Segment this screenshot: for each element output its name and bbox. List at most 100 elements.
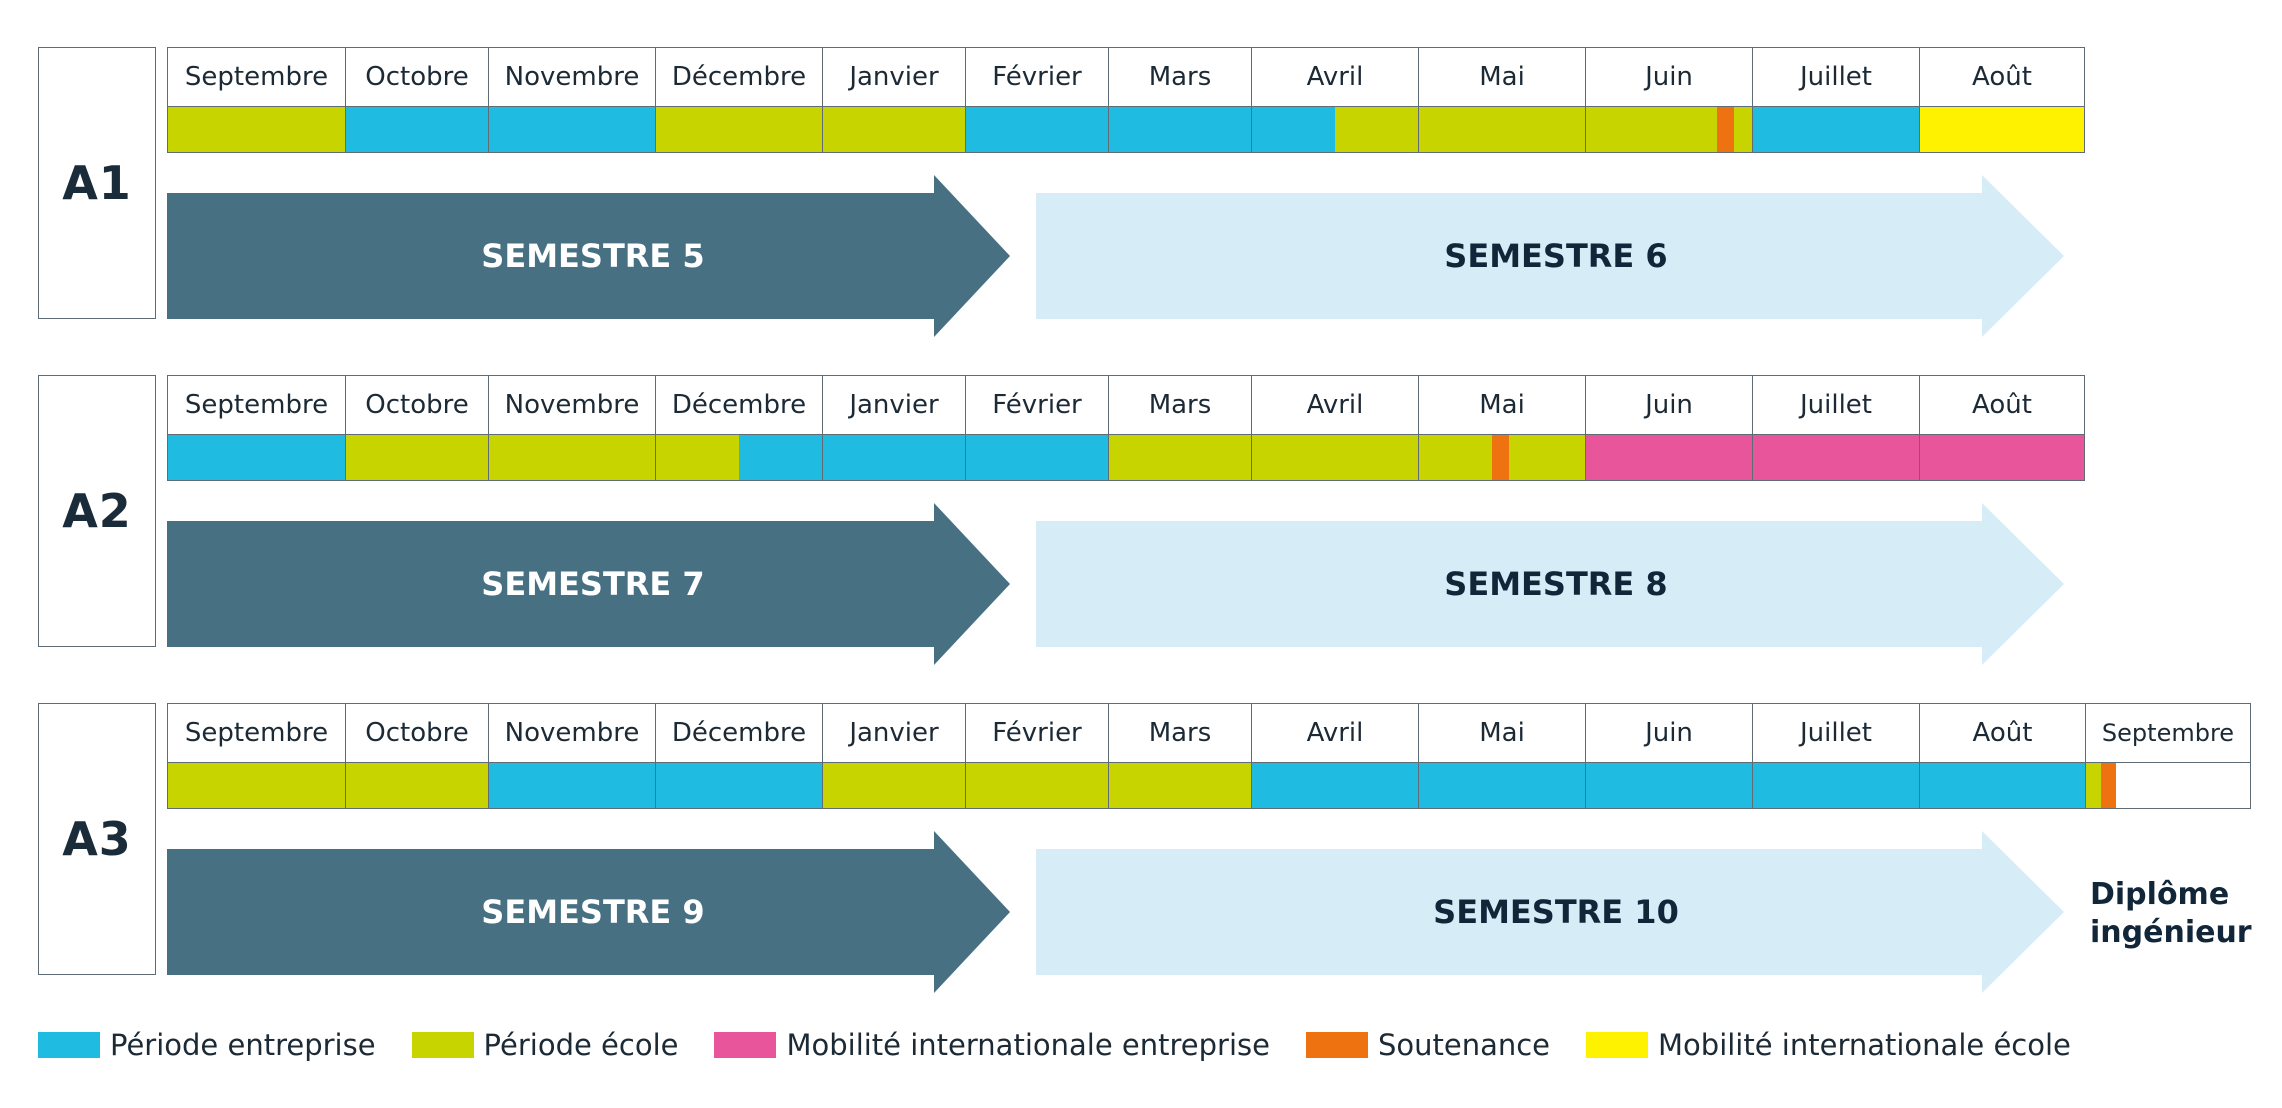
- month-label: Mars: [1108, 703, 1251, 763]
- legend: Période entreprise Période école Mobilité …: [38, 1028, 2107, 1062]
- month-label: Juin: [1585, 375, 1752, 435]
- period-segment-entreprise: [739, 435, 822, 480]
- period-segment-ecole: [489, 435, 655, 480]
- month-period-cell: [1418, 763, 1585, 809]
- month-label: Juillet: [1752, 375, 1919, 435]
- period-segment-entreprise: [1419, 763, 1585, 808]
- month-period-cell: [1108, 435, 1251, 481]
- year-label-a2: A2: [38, 375, 156, 647]
- month-period-cell: [488, 435, 655, 481]
- month-header-row: Septembre Octobre Novembre Décembre Janvier F…: [167, 47, 2085, 107]
- month-period-cell: [1585, 763, 1752, 809]
- month-period-cell: [1919, 763, 2085, 809]
- period-segment-ecole: [656, 435, 739, 480]
- period-segment-entreprise: [1252, 763, 1418, 808]
- period-segment-none: [2115, 763, 2250, 808]
- period-segment-mob-entreprise: [1920, 435, 2084, 480]
- legend-item-mob-ecole: Mobilité internationale école: [1586, 1028, 2071, 1062]
- month-period-cell: [488, 763, 655, 809]
- year-label-a3: A3: [38, 703, 156, 975]
- month-label: Mai: [1418, 703, 1585, 763]
- period-segment-mob-entreprise: [1586, 435, 1752, 480]
- period-segment-entreprise: [1920, 763, 2085, 808]
- month-header-row: Septembre Octobre Novembre Décembre Janvier F…: [167, 375, 2085, 435]
- period-bar-row: [167, 107, 2085, 153]
- month-label: Août: [1919, 703, 2085, 763]
- month-period-cell: [1418, 435, 1585, 481]
- period-segment-entreprise: [168, 435, 345, 480]
- semester-label: SEMESTRE 6: [1444, 237, 1668, 275]
- month-period-cell: [167, 107, 345, 153]
- month-label: Septembre: [167, 703, 345, 763]
- month-period-cell: [965, 763, 1108, 809]
- diploma-line-2: ingénieur: [2090, 915, 2252, 950]
- month-label: Juillet: [1752, 47, 1919, 107]
- period-segment-soutenance: [1492, 435, 1509, 480]
- month-period-cell: [965, 107, 1108, 153]
- period-bar-row: [167, 763, 2251, 809]
- period-segment-ecole: [168, 107, 345, 152]
- diploma-line-1: Diplôme: [2090, 877, 2230, 912]
- month-label: Janvier: [822, 703, 965, 763]
- period-segment-ecole: [2086, 763, 2101, 808]
- month-label: Septembre: [167, 375, 345, 435]
- month-label: Février: [965, 703, 1108, 763]
- month-label: Octobre: [345, 703, 488, 763]
- period-segment-ecole: [1586, 107, 1718, 152]
- legend-item-entreprise: Période entreprise: [38, 1028, 376, 1062]
- period-segment-ecole: [823, 763, 965, 808]
- month-label: Février: [965, 47, 1108, 107]
- period-segment-soutenance: [1717, 107, 1734, 152]
- period-segment-ecole: [1733, 107, 1752, 152]
- legend-swatch: [714, 1032, 777, 1058]
- legend-swatch: [1586, 1032, 1649, 1058]
- legend-label: Mobilité internationale école: [1658, 1028, 2071, 1062]
- period-segment-mob-entreprise: [1753, 435, 1919, 480]
- month-period-cell: [345, 107, 488, 153]
- month-label: Avril: [1251, 47, 1418, 107]
- month-label: Mai: [1418, 375, 1585, 435]
- month-period-cell: [655, 763, 822, 809]
- month-period-cell: [167, 763, 345, 809]
- month-header-row: Septembre Octobre Novembre Décembre Janvier F…: [167, 703, 2251, 763]
- period-segment-entreprise: [1586, 763, 1752, 808]
- month-label: Août: [1919, 47, 2085, 107]
- period-segment-ecole: [1109, 763, 1251, 808]
- month-label: Novembre: [488, 47, 655, 107]
- semester-label: SEMESTRE 9: [481, 893, 705, 931]
- month-period-cell: [1585, 435, 1752, 481]
- month-period-cell: [655, 107, 822, 153]
- period-segment-ecole: [346, 763, 488, 808]
- month-label: Mars: [1108, 47, 1251, 107]
- month-label: Septembre: [167, 47, 345, 107]
- legend-item-soutenance: Soutenance: [1305, 1028, 1550, 1062]
- period-segment-ecole: [168, 763, 345, 808]
- period-segment-entreprise: [823, 435, 965, 480]
- month-period-cell: [1108, 763, 1251, 809]
- month-label: Mars: [1108, 375, 1251, 435]
- period-segment-entreprise: [966, 107, 1108, 152]
- month-period-cell: [822, 435, 965, 481]
- month-label: Janvier: [822, 47, 965, 107]
- period-segment-ecole: [966, 763, 1108, 808]
- period-segment-entreprise: [1753, 107, 1919, 152]
- legend-swatch: [38, 1032, 100, 1058]
- month-label: Décembre: [655, 375, 822, 435]
- period-segment-entreprise: [656, 763, 822, 808]
- legend-item-mob-entreprise: Mobilité internationale entreprise: [714, 1028, 1270, 1062]
- month-period-cell: [1919, 435, 2085, 481]
- legend-swatch: [1305, 1032, 1368, 1058]
- semester-label: SEMESTRE 5: [481, 237, 705, 275]
- month-period-cell: [1752, 763, 1919, 809]
- month-period-cell: [655, 435, 822, 481]
- period-segment-entreprise: [489, 107, 655, 152]
- month-label: Septembre: [2085, 703, 2251, 763]
- diploma-label: Diplôme ingénieur: [2090, 876, 2252, 952]
- month-label: Avril: [1251, 375, 1418, 435]
- period-segment-entreprise: [1252, 107, 1335, 152]
- period-segment-ecole: [823, 107, 965, 152]
- month-label: Novembre: [488, 375, 655, 435]
- period-segment-mob-ecole: [1920, 107, 2084, 152]
- month-label: Novembre: [488, 703, 655, 763]
- month-period-cell: [345, 763, 488, 809]
